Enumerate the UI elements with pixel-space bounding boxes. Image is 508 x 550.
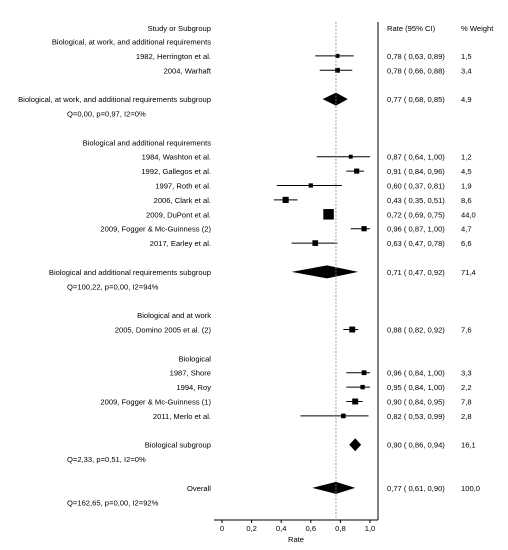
study-label: 2009, DuPont et al. xyxy=(146,210,211,219)
group-heading: Biological and additional requirements xyxy=(83,138,212,147)
study-label: 1992, Gallegos et al. xyxy=(141,167,211,176)
weight-value: 1,9 xyxy=(461,182,472,191)
rate-ci-value: 0,43 ( 0,35, 0,51) xyxy=(387,196,445,205)
overall-label: Overall xyxy=(187,484,211,493)
rate-ci-value: 0,77 ( 0,68, 0,85) xyxy=(387,95,445,104)
subgroup-diamond xyxy=(291,265,359,279)
rate-ci-value: 0,88 ( 0,82, 0,92) xyxy=(387,326,445,335)
weight-value: 44,0 xyxy=(461,210,476,219)
rate-ci-value: 0,90 ( 0,86, 0,94) xyxy=(387,441,445,450)
rate-ci-value: 0,60 ( 0,37, 0,81) xyxy=(387,182,445,191)
weight-value: 3,3 xyxy=(461,369,472,378)
rate-ci-value: 0,63 ( 0,47, 0,78) xyxy=(387,239,445,248)
rate-ci-value: 0,78 ( 0,66, 0,88) xyxy=(387,66,445,75)
subgroup-diamond xyxy=(349,438,362,452)
rate-ci-value: 0,82 ( 0,53, 0,99) xyxy=(387,412,445,421)
point-estimate-square xyxy=(282,196,289,203)
x-axis: 0 0,2 0,4 0,6 0,8 1,0 xyxy=(214,22,379,533)
group-heading: Biological and at work xyxy=(137,311,211,320)
point-estimate-square xyxy=(352,398,359,405)
weight-value: 3,4 xyxy=(461,66,472,75)
weight-value: 71,4 xyxy=(461,268,476,277)
rate-ci-value: 0,78 ( 0,63, 0,89) xyxy=(387,52,445,61)
x-tick-label: 0 xyxy=(220,524,224,533)
weight-value: 7,8 xyxy=(461,398,472,407)
group-heading: Biological xyxy=(178,354,211,363)
study-label: 2011, Merlo et al. xyxy=(153,412,211,421)
study-label: 2006, Clark et al. xyxy=(154,196,211,205)
rate-ci-value: 0,77 ( 0,61, 0,90) xyxy=(387,484,445,493)
heterogeneity-stat: Q=100,22, p=0,00, I2=94% xyxy=(67,282,159,291)
x-tick-label: 0,4 xyxy=(276,524,287,533)
study-label: 2005, Domino 2005 et al. (2) xyxy=(115,326,212,335)
header-rate-ci: Rate (95% CI) xyxy=(387,24,436,33)
weight-value: 4,7 xyxy=(461,225,472,234)
point-estimate-square xyxy=(312,240,319,246)
heterogeneity-stat: Q=0,00, p=0,97, I2=0% xyxy=(67,110,146,119)
study-label: 1987, Shore xyxy=(170,369,211,378)
subgroup-label: Biological, at work, and additional requ… xyxy=(18,95,211,104)
subgroup-label: Biological and additional requirements s… xyxy=(49,268,211,277)
point-estimate-square xyxy=(348,154,353,159)
heterogeneity-stat: Q=2,33, p=0,51, I2=0% xyxy=(67,455,146,464)
header-weight: % Weight xyxy=(461,24,494,33)
point-estimate-square xyxy=(361,226,367,232)
point-estimate-square xyxy=(335,67,340,73)
point-estimate-square xyxy=(361,370,367,376)
weight-value: 4,5 xyxy=(461,167,472,176)
heterogeneity-stat: Q=162,65, p=0,00, I2=92% xyxy=(67,498,159,507)
weight-value: 2,8 xyxy=(461,412,472,421)
study-label: 1997, Roth et al. xyxy=(155,182,211,191)
weight-value: 1,2 xyxy=(461,153,472,162)
header-study: Study or Subgroup xyxy=(148,24,211,33)
x-tick-label: 0,8 xyxy=(335,524,346,533)
overall-diamond xyxy=(312,481,356,494)
rate-ci-value: 0,71 ( 0,47, 0,92) xyxy=(387,268,445,277)
group-heading: Biological, at work, and additional requ… xyxy=(52,38,211,47)
x-tick-label: 0,6 xyxy=(306,524,317,533)
weight-value: 6,6 xyxy=(461,239,472,248)
study-label: 1994, Roy xyxy=(176,383,211,392)
weight-value: 8,6 xyxy=(461,196,472,205)
study-label: 1982, Herrington et al. xyxy=(136,52,211,61)
rate-ci-value: 0,95 ( 0,84, 1,00) xyxy=(387,383,445,392)
study-label: 2017, Earley et al. xyxy=(150,239,211,248)
study-label: 2009, Fogger & Mc-Guinness (2) xyxy=(100,225,211,234)
point-estimate-square xyxy=(308,183,313,188)
rate-ci-value: 0,87 ( 0,64, 1,00) xyxy=(387,153,445,162)
x-tick-label: 0,2 xyxy=(246,524,257,533)
weight-value: 1,5 xyxy=(461,52,472,61)
point-estimate-square xyxy=(323,209,334,220)
rate-ci-value: 0,96 ( 0,84, 1,00) xyxy=(387,369,445,378)
subgroup-label: Biological subgroup xyxy=(145,441,211,450)
study-label: 2004, Warhaft xyxy=(164,66,212,75)
weight-value: 4,9 xyxy=(461,95,472,104)
point-estimate-square xyxy=(360,384,365,390)
point-estimate-square xyxy=(354,168,360,174)
point-estimate-square xyxy=(349,326,356,333)
rate-ci-value: 0,91 ( 0,84, 0,96) xyxy=(387,167,445,176)
weight-value: 100,0 xyxy=(461,484,480,493)
rows-layer: Biological, at work, and additional requ… xyxy=(18,38,480,508)
weight-value: 7,6 xyxy=(461,326,472,335)
rate-ci-value: 0,72 ( 0,69, 0,75) xyxy=(387,210,445,219)
rate-ci-value: 0,90 ( 0,84, 0,95) xyxy=(387,398,445,407)
point-estimate-square xyxy=(341,413,346,419)
x-axis-label: Rate xyxy=(288,535,304,544)
weight-value: 2,2 xyxy=(461,383,472,392)
study-label: 1984, Washton et al. xyxy=(142,153,211,162)
rate-ci-value: 0,96 ( 0,87, 1,00) xyxy=(387,225,445,234)
study-label: 2009, Fogger & Mc-Guinness (1) xyxy=(100,398,211,407)
weight-value: 16,1 xyxy=(461,441,476,450)
x-tick-label: 1,0 xyxy=(365,524,376,533)
subgroup-diamond xyxy=(322,92,348,106)
point-estimate-square xyxy=(335,53,340,58)
